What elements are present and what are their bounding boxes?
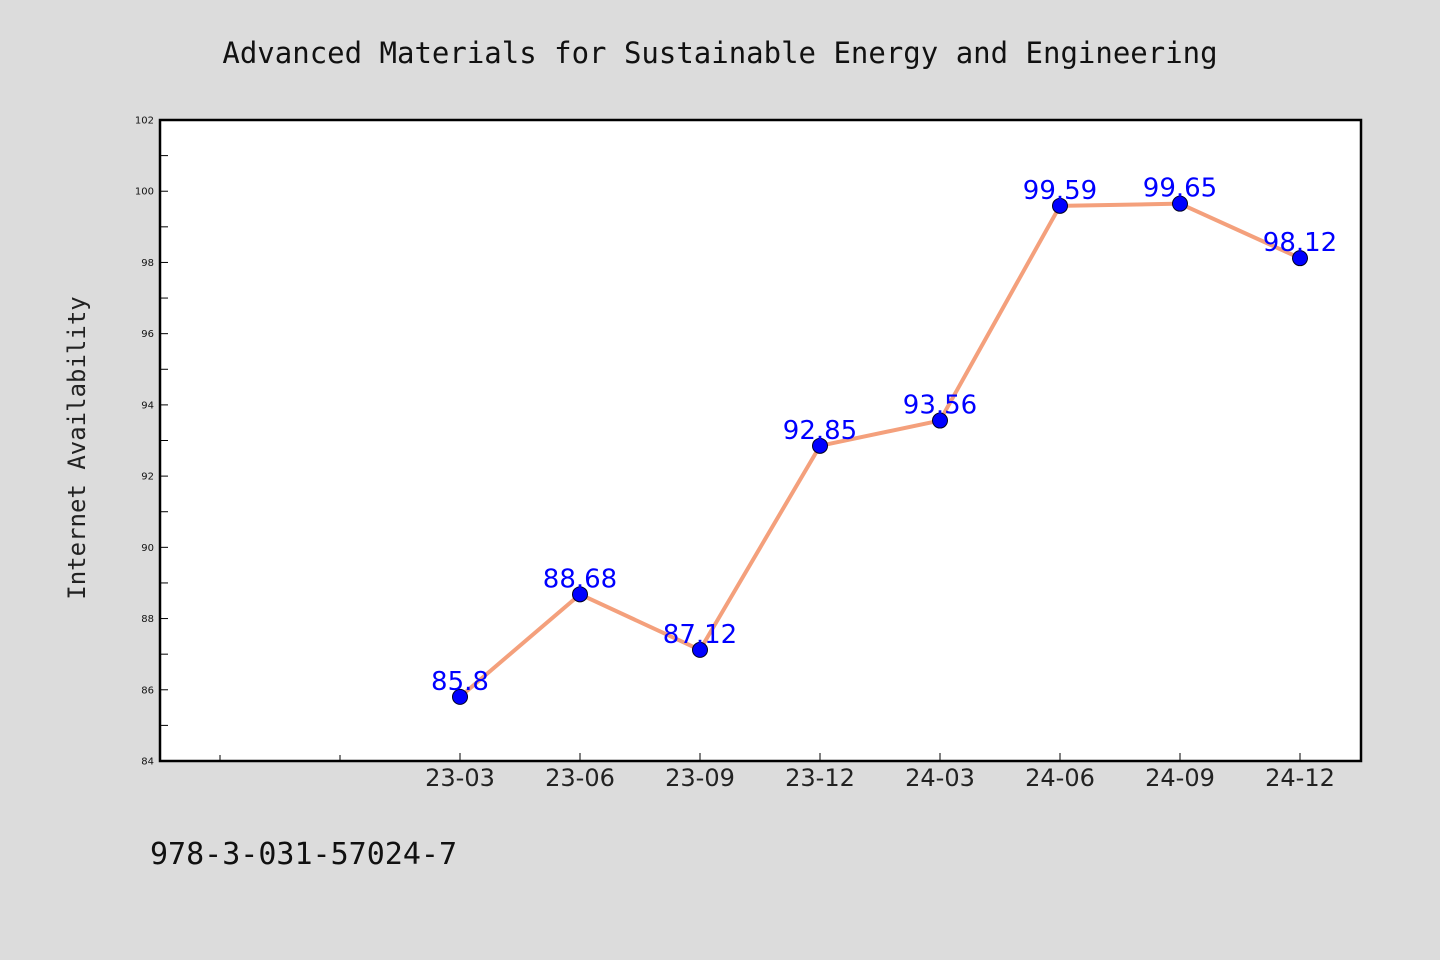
data-point bbox=[932, 412, 948, 429]
x-tick-label: 24-06 bbox=[1025, 764, 1095, 792]
data-label: 88.68 bbox=[543, 564, 617, 594]
plot-area bbox=[158, 118, 1363, 763]
data-point bbox=[1172, 195, 1188, 212]
y-tick-label: 90 bbox=[141, 543, 154, 554]
x-axis-ticks: 23-03 23-06 23-09 23-12 24-03 24-06 24-09 24-12 bbox=[219, 753, 1335, 792]
data-point bbox=[1292, 250, 1308, 267]
x-tick-label: 23-12 bbox=[785, 764, 855, 792]
data-point bbox=[452, 688, 468, 705]
y-tick-label: 102 bbox=[135, 116, 154, 127]
y-tick-label: 84 bbox=[141, 757, 154, 768]
data-label: 87.12 bbox=[663, 620, 737, 650]
x-tick-label: 23-09 bbox=[665, 764, 735, 792]
data-label: 98.12 bbox=[1263, 228, 1337, 258]
data-point bbox=[812, 437, 828, 454]
y-tick-label: 98 bbox=[141, 258, 154, 269]
data-label: 85.8 bbox=[431, 667, 489, 697]
x-tick-label: 23-06 bbox=[545, 764, 615, 792]
data-label: 92.85 bbox=[783, 416, 857, 446]
data-labels: 85.8 88.68 87.12 92.85 93.56 99.59 99.65 98.12 bbox=[431, 174, 1337, 697]
y-tick-label: 92 bbox=[141, 472, 154, 483]
y-tick-label: 96 bbox=[141, 329, 154, 340]
x-tick-label: 24-03 bbox=[905, 764, 975, 792]
isbn-text: 978-3-031-57024-7 bbox=[150, 837, 457, 872]
y-tick-label: 94 bbox=[141, 400, 154, 411]
data-label: 99.65 bbox=[1143, 174, 1217, 204]
y-axis-ticks: 84 86 88 90 92 94 96 98 100 102 bbox=[135, 116, 168, 768]
x-tick-label: 24-12 bbox=[1265, 764, 1335, 792]
y-tick-label: 100 bbox=[135, 187, 154, 198]
series-markers bbox=[452, 195, 1308, 705]
x-tick-label: 23-03 bbox=[425, 764, 495, 792]
data-point bbox=[572, 586, 588, 603]
x-tick-label: 24-09 bbox=[1145, 764, 1215, 792]
chart-title: Advanced Materials for Sustainable Energ… bbox=[222, 36, 1217, 70]
series-line bbox=[458, 201, 1301, 699]
data-point bbox=[692, 641, 708, 658]
y-axis-label: Internet Availability bbox=[63, 296, 91, 599]
data-label: 99.59 bbox=[1023, 176, 1097, 206]
data-point bbox=[1052, 197, 1068, 214]
data-label: 93.56 bbox=[903, 391, 977, 421]
y-tick-label: 88 bbox=[141, 614, 154, 625]
y-tick-label: 86 bbox=[141, 685, 154, 696]
